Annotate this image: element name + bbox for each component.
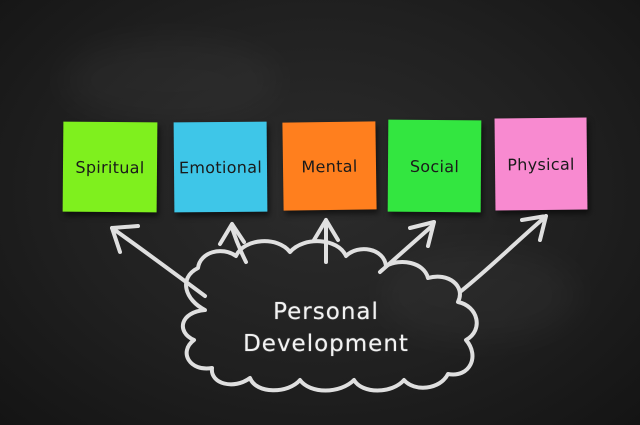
- cloud-line-2: Development: [243, 331, 409, 357]
- arrow-shaft-physical: [458, 216, 546, 294]
- arrow-head-social: [408, 220, 436, 248]
- arrow-head-spiritual: [110, 224, 140, 254]
- arrow-shaft-emotional: [230, 226, 248, 264]
- arrow-head-physical: [520, 214, 548, 242]
- cloud-line-1: Personal: [273, 299, 379, 325]
- cloud-label: Personal Development: [196, 296, 456, 360]
- chalk-cloud: [180, 239, 479, 393]
- arrow-shaft-spiritual: [110, 226, 207, 298]
- arrow-head-mental: [312, 218, 340, 242]
- arrow-head-emotional: [218, 222, 246, 246]
- arrow-shaft-social: [378, 224, 434, 274]
